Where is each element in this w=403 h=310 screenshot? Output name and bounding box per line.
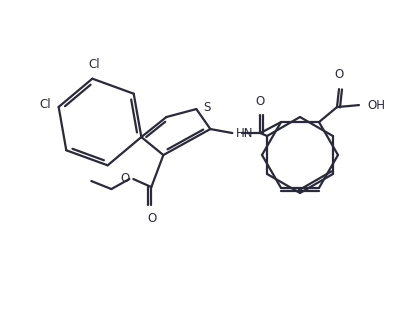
Text: Cl: Cl <box>89 58 100 71</box>
Text: HN: HN <box>236 126 254 140</box>
Text: O: O <box>148 212 157 225</box>
Text: OH: OH <box>367 99 385 112</box>
Text: S: S <box>204 100 211 113</box>
Text: O: O <box>120 171 129 184</box>
Text: O: O <box>256 95 265 108</box>
Text: Cl: Cl <box>39 99 51 112</box>
Text: O: O <box>334 68 344 81</box>
